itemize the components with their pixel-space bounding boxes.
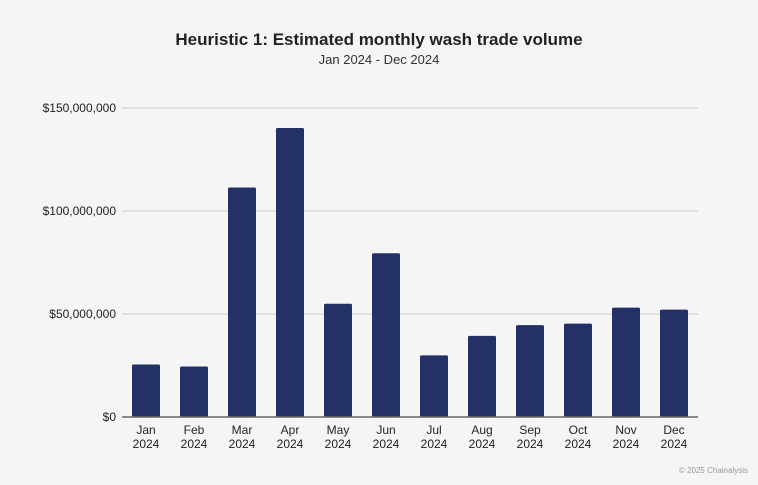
x-tick-label: Mar 2024 (229, 423, 256, 451)
bar-sep-2024 (516, 325, 544, 417)
y-tick-label: $0 (103, 410, 117, 424)
x-tick-label: Jan 2024 (133, 423, 160, 451)
y-tick-label: $150,000,000 (43, 101, 117, 115)
x-tick-label: Sep 2024 (517, 423, 544, 451)
bar-dec-2024 (660, 309, 688, 417)
x-tick-label: Jun 2024 (373, 423, 400, 451)
x-tick-label: Feb 2024 (181, 423, 208, 451)
bar-jun-2024 (372, 253, 400, 417)
y-tick-label: $50,000,000 (49, 307, 116, 321)
bar-jan-2024 (132, 364, 160, 417)
x-tick-label: Aug 2024 (469, 423, 496, 451)
y-tick-label: $100,000,000 (43, 204, 117, 218)
copyright-credit: © 2025 Chainalysis (678, 466, 748, 475)
x-tick-label: Oct 2024 (565, 423, 592, 451)
bar-feb-2024 (180, 366, 208, 417)
bar-nov-2024 (612, 307, 640, 417)
chart-title: Heuristic 1: Estimated monthly wash trad… (175, 30, 583, 49)
bar-apr-2024 (276, 127, 304, 418)
bar-jul-2024 (420, 355, 448, 417)
bar-aug-2024 (468, 335, 496, 417)
x-tick-label: Jul 2024 (421, 423, 448, 451)
x-tick-label: May 2024 (325, 423, 352, 451)
bar-may-2024 (324, 303, 352, 417)
bar-mar-2024 (228, 187, 256, 417)
x-tick-label: Dec 2024 (661, 423, 688, 451)
chart-subtitle: Jan 2024 - Dec 2024 (318, 52, 440, 67)
x-tick-label: Nov 2024 (613, 423, 640, 451)
x-tick-label: Apr 2024 (277, 423, 304, 451)
bar-oct-2024 (564, 323, 592, 417)
